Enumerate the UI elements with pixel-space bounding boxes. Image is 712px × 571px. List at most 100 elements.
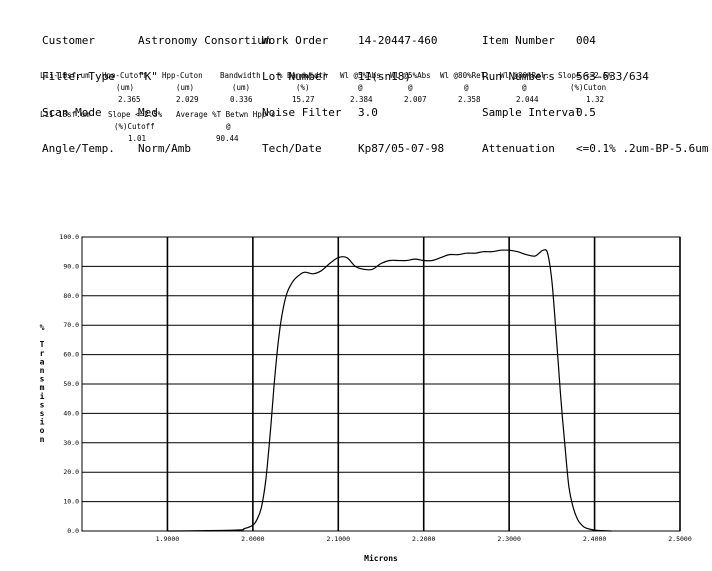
- column-unit: (%)Cutoff: [114, 122, 155, 131]
- y-axis-label-char: o: [40, 426, 45, 435]
- y-tick-label: 0.0: [67, 527, 79, 535]
- y-axis-label-char: n: [40, 435, 45, 444]
- table-cell: 90.44: [216, 134, 239, 143]
- x-tick-label: 2.2000: [412, 535, 436, 543]
- header-row: Customer Astronomy Consortium: [42, 35, 270, 47]
- header-row: Lot Number 11(sn18): [262, 71, 444, 83]
- header-label: Item Number: [482, 34, 555, 47]
- y-axis-label-char: T: [40, 340, 45, 349]
- header-value: 563-633/634: [576, 70, 649, 83]
- chart-grid: [82, 236, 681, 532]
- header-row: Filter Type "K": [42, 71, 270, 83]
- header-label: Noise Filter: [262, 106, 342, 119]
- y-tick-label: 70.0: [63, 321, 79, 329]
- x-tick-label: 2.4000: [583, 535, 607, 543]
- header-row: Angle/Temp. Norm/Amb: [42, 143, 270, 155]
- header-value: Med: [138, 106, 158, 119]
- measurement-table-2: L11-18sf.um Slope <=2.5% Average %T Betw…: [40, 110, 340, 146]
- column-unit: (um): [116, 83, 135, 92]
- table-cell: 2.365: [118, 95, 141, 104]
- column-unit: @: [408, 83, 413, 92]
- column-header: Wl @80%Rel.: [440, 71, 490, 80]
- transmission-curve: [167, 249, 612, 532]
- plot-frame: [81, 236, 681, 532]
- y-tick-label: 10.0: [63, 498, 79, 506]
- table-file-name: L11-18sf.um: [40, 71, 90, 80]
- header-label: Attenuation: [482, 142, 555, 155]
- header-row: Scan Mode Med: [42, 107, 270, 119]
- x-tick-label: 2.3000: [497, 535, 521, 543]
- y-tick-label: 80.0: [63, 292, 79, 300]
- header-row: Run Numbers 563-633/634: [482, 71, 708, 83]
- y-tick-label: 40.0: [63, 409, 79, 417]
- table-cell: 0.336: [230, 95, 253, 104]
- column-header: Average %T Betwn Hpp's: [176, 110, 276, 119]
- y-axis-label-char: r: [40, 349, 45, 358]
- y-tick-label: 20.0: [63, 468, 79, 476]
- column-header: Hpp-Cuton: [162, 71, 203, 80]
- x-tick-label: 1.9000: [156, 535, 180, 543]
- table-cell: 2.358: [458, 95, 481, 104]
- table-cell: 2.029: [176, 95, 199, 104]
- table-cell: 1.01: [128, 134, 147, 143]
- measurement-table-1: L11-18sf.um Hpp-Cutoff Hpp-Cuton Bandwid…: [40, 71, 680, 107]
- header-label: Angle/Temp.: [42, 142, 115, 155]
- header-row: Item Number 004: [482, 35, 708, 47]
- column-header: Wl @5%Abs: [340, 71, 381, 80]
- header-value: Norm/Amb: [138, 142, 191, 155]
- y-tick-label: 50.0: [63, 380, 79, 388]
- header-value: Kp87/05-07-98: [358, 142, 445, 155]
- y-axis-label-char: m: [40, 383, 45, 392]
- header-label: Customer: [42, 34, 95, 47]
- x-tick-label: 2.5000: [668, 535, 692, 543]
- header-value: 0.5: [576, 106, 596, 119]
- x-axis-label: Microns: [364, 553, 398, 563]
- header-row: Sample Interval0.5: [482, 107, 708, 119]
- header-label: Scan Mode: [42, 106, 102, 119]
- table-cell: 2.044: [516, 95, 539, 104]
- column-unit: @: [358, 83, 363, 92]
- table-cell: 1.32: [586, 95, 605, 104]
- column-unit: @: [522, 83, 527, 92]
- header-value: 11(sn18): [358, 70, 411, 83]
- column-unit: (%)Cuton: [570, 83, 607, 92]
- header-label: Run Numbers: [482, 70, 555, 83]
- header-value: 14-20447-460: [358, 34, 438, 47]
- header-label: Tech/Date: [262, 142, 322, 155]
- table-cell: 2.384: [350, 95, 373, 104]
- column-header: Hpp-Cutoff: [102, 71, 148, 80]
- y-axis-label-char: %: [40, 323, 45, 332]
- column-unit: (um): [176, 83, 195, 92]
- header-row: Tech/Date Kp87/05-07-98: [262, 143, 444, 155]
- table-file-name: L11-18sf.um: [40, 110, 90, 119]
- column-header: Wl @80%Rel.: [500, 71, 550, 80]
- y-axis-label-char: s: [40, 375, 45, 384]
- y-axis-label-char: a: [40, 357, 45, 366]
- header-row: Attenuation <=0.1% .2um-BP-5.6um: [482, 143, 708, 155]
- header-middle: Work Order 14-20447-460 Lot Number 11(sn18…: [262, 11, 444, 167]
- y-axis-label-char: n: [40, 366, 45, 375]
- y-tick-label: 90.0: [63, 262, 79, 270]
- table-cell: 2.007: [404, 95, 427, 104]
- x-tick-label: 2.0000: [241, 535, 265, 543]
- header-value: Astronomy Consortium: [138, 34, 271, 47]
- header-value: 3.0: [358, 106, 378, 119]
- y-tick-label: 30.0: [63, 439, 79, 447]
- column-unit: (%): [296, 83, 310, 92]
- header-label: Lot Number: [262, 70, 329, 83]
- header-label: Work Order: [262, 34, 329, 47]
- header-row: Noise Filter 3.0: [262, 107, 444, 119]
- x-tick-label: 2.1000: [327, 535, 351, 543]
- column-unit: (um): [232, 83, 251, 92]
- header-label: Filter Type: [42, 70, 115, 83]
- y-tick-label: 60.0: [63, 351, 79, 359]
- column-header: Slope <=2.5%: [108, 110, 163, 119]
- column-header: Bandwidth: [220, 71, 261, 80]
- y-axis-label-char: i: [40, 391, 45, 401]
- header-value: "K": [138, 70, 158, 83]
- y-axis-label-char: s: [40, 400, 45, 409]
- y-axis-label-char: s: [40, 409, 45, 418]
- table-cell: 15.27: [292, 95, 315, 104]
